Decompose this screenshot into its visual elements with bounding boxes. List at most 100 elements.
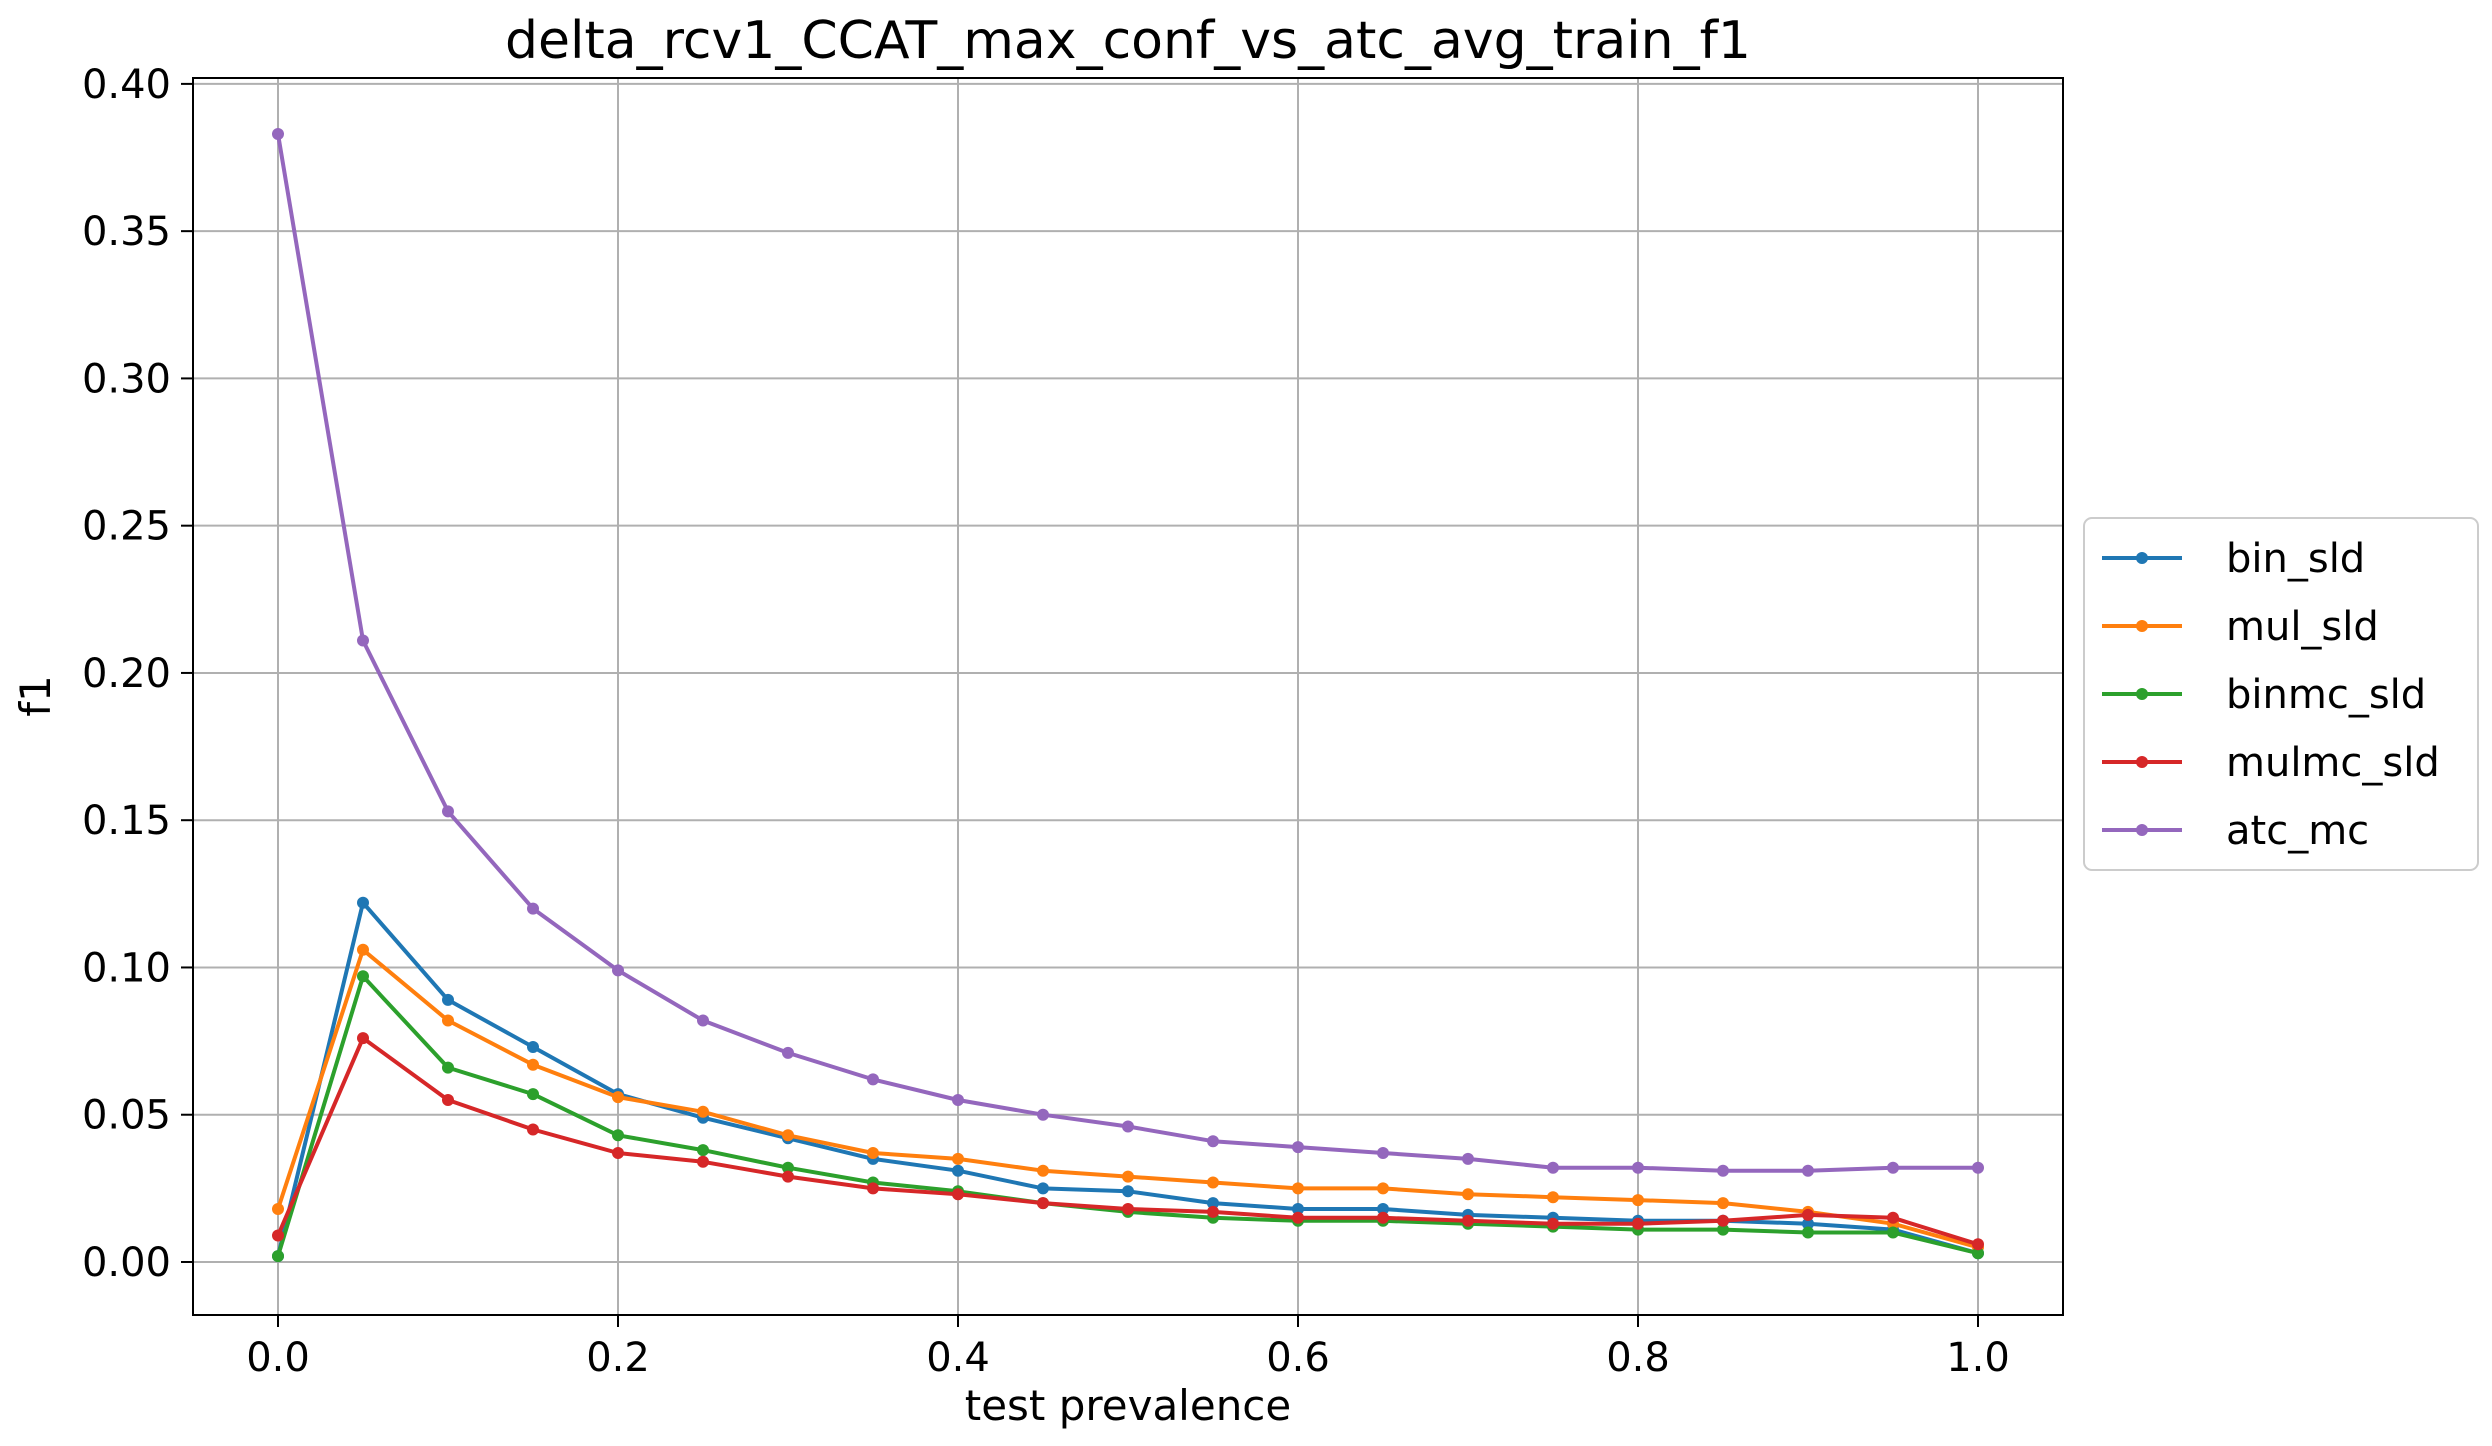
data-point-mulmc_sld xyxy=(1207,1205,1219,1218)
data-point-mulmc_sld xyxy=(527,1123,539,1136)
legend: bin_sld mul_sld binmc_sld mulmc_sld atc_mc xyxy=(2083,517,2479,871)
data-point-mulmc_sld xyxy=(1037,1197,1049,1210)
x-tick-label: 1.0 xyxy=(1946,1335,2010,1381)
legend-item-bin_sld: bin_sld xyxy=(2102,536,2365,582)
data-point-binmc_sld xyxy=(527,1088,539,1101)
y-tick-label: 0.05 xyxy=(82,1093,171,1139)
x-tick-label: 0.6 xyxy=(1266,1335,1330,1381)
data-point-bin_sld xyxy=(952,1164,964,1177)
legend-marker xyxy=(2136,620,2148,632)
data-point-atc_mc xyxy=(782,1046,794,1059)
data-point-bin_sld xyxy=(357,896,369,909)
y-tick-label: 0.25 xyxy=(82,504,171,550)
y-tick-label: 0.35 xyxy=(82,209,171,255)
gridlines xyxy=(193,78,2063,1315)
data-point-atc_mc xyxy=(612,964,624,977)
data-point-mul_sld xyxy=(867,1147,879,1159)
series-group xyxy=(272,128,1984,1263)
data-point-mul_sld xyxy=(612,1091,624,1104)
data-point-mulmc_sld xyxy=(1462,1214,1474,1227)
y-tick-label: 0.20 xyxy=(82,651,171,697)
legend-marker xyxy=(2136,756,2148,768)
data-point-mulmc_sld xyxy=(442,1094,454,1106)
x-tick-label: 0.2 xyxy=(586,1335,650,1381)
data-point-binmc_sld xyxy=(442,1061,454,1074)
data-point-mul_sld xyxy=(272,1203,284,1215)
y-axis-label: f1 xyxy=(11,675,60,717)
legend-item-binmc_sld: binmc_sld xyxy=(2102,672,2426,718)
data-point-atc_mc xyxy=(1462,1152,1474,1165)
legend-item-mul_sld: mul_sld xyxy=(2102,604,2379,650)
data-point-mulmc_sld xyxy=(1887,1211,1899,1224)
data-point-bin_sld xyxy=(1122,1185,1134,1198)
legend-box xyxy=(2083,517,2479,871)
x-tick-label: 0.8 xyxy=(1606,1335,1670,1381)
data-point-mulmc_sld xyxy=(1802,1208,1814,1221)
data-point-mul_sld xyxy=(1122,1170,1134,1183)
data-point-atc_mc xyxy=(1887,1161,1899,1174)
data-point-mul_sld xyxy=(697,1105,709,1118)
legend-label: binmc_sld xyxy=(2226,672,2426,718)
data-point-mulmc_sld xyxy=(1972,1238,1984,1251)
data-point-binmc_sld xyxy=(697,1144,709,1157)
data-point-atc_mc xyxy=(357,634,369,647)
data-point-mulmc_sld xyxy=(1122,1203,1134,1215)
x-axis-label: test prevalence xyxy=(965,1381,1292,1430)
data-point-mul_sld xyxy=(1717,1197,1729,1210)
data-point-atc_mc xyxy=(1207,1135,1219,1148)
data-point-atc_mc xyxy=(1547,1161,1559,1174)
legend-label: atc_mc xyxy=(2226,808,2369,854)
data-point-bin_sld xyxy=(1292,1203,1304,1215)
data-point-mulmc_sld xyxy=(1377,1211,1389,1224)
data-point-atc_mc xyxy=(442,805,454,818)
data-point-atc_mc xyxy=(867,1073,879,1086)
series-line-atc_mc xyxy=(276,133,1978,1173)
data-point-bin_sld xyxy=(1037,1182,1049,1195)
y-tick-label: 0.30 xyxy=(82,356,171,402)
data-point-binmc_sld xyxy=(272,1250,284,1263)
data-point-mulmc_sld xyxy=(952,1188,964,1201)
data-point-atc_mc xyxy=(1377,1147,1389,1159)
data-point-mulmc_sld xyxy=(697,1155,709,1168)
data-point-bin_sld xyxy=(1377,1203,1389,1215)
data-point-mul_sld xyxy=(1292,1182,1304,1195)
data-point-mulmc_sld xyxy=(867,1182,879,1195)
data-point-bin_sld xyxy=(1207,1197,1219,1210)
data-point-bin_sld xyxy=(442,993,454,1006)
y-tick-label: 0.40 xyxy=(82,62,171,108)
data-point-mul_sld xyxy=(357,943,369,956)
x-tick-label: 0.0 xyxy=(246,1335,310,1381)
data-point-atc_mc xyxy=(1972,1161,1984,1174)
series-mulmc_sld xyxy=(272,1032,1984,1251)
data-point-binmc_sld xyxy=(1887,1226,1899,1239)
y-tick-label: 0.15 xyxy=(82,798,171,844)
data-point-binmc_sld xyxy=(612,1129,624,1142)
plot-frame xyxy=(192,77,2064,1316)
data-point-mulmc_sld xyxy=(1292,1211,1304,1224)
data-point-mul_sld xyxy=(782,1129,794,1142)
legend-marker xyxy=(2136,824,2148,836)
legend-item-atc_mc: atc_mc xyxy=(2102,808,2369,854)
data-point-atc_mc xyxy=(272,128,284,140)
y-axis-ticks: 0.00 0.05 0.10 0.15 0.20 0.25 0.30 0.35 0.40 xyxy=(82,62,193,1286)
data-point-binmc_sld xyxy=(1717,1223,1729,1236)
data-point-mulmc_sld xyxy=(272,1229,284,1242)
data-point-mul_sld xyxy=(1377,1182,1389,1195)
data-point-bin_sld xyxy=(527,1041,539,1053)
legend-label: bin_sld xyxy=(2226,536,2365,582)
data-point-binmc_sld xyxy=(782,1161,794,1174)
data-point-mulmc_sld xyxy=(1717,1214,1729,1227)
x-axis-ticks: 0.0 0.2 0.4 0.6 0.8 1.0 xyxy=(246,1315,2010,1381)
data-point-mul_sld xyxy=(1207,1176,1219,1189)
data-point-mulmc_sld xyxy=(782,1170,794,1183)
data-point-mul_sld xyxy=(1547,1191,1559,1204)
data-point-mul_sld xyxy=(952,1152,964,1165)
data-point-atc_mc xyxy=(1717,1164,1729,1177)
legend-marker xyxy=(2136,688,2148,700)
legend-label: mul_sld xyxy=(2226,604,2379,650)
data-point-atc_mc xyxy=(1292,1141,1304,1154)
y-tick-label: 0.00 xyxy=(82,1240,171,1286)
data-point-mul_sld xyxy=(1037,1164,1049,1177)
data-point-mul_sld xyxy=(1462,1188,1474,1201)
